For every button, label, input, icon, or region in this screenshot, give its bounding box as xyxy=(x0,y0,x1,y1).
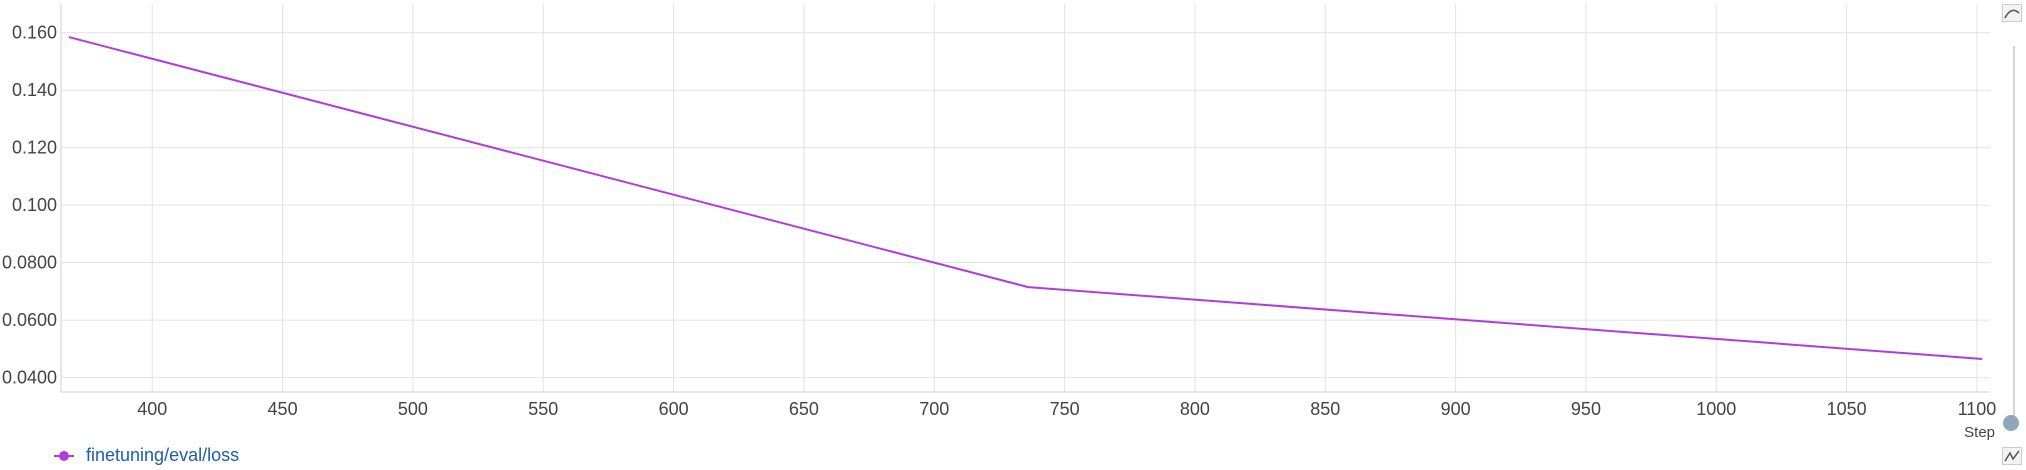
legend-series-marker xyxy=(54,446,74,466)
x-tick-label: 800 xyxy=(1180,399,1210,419)
y-tick-label: 0.160 xyxy=(12,23,57,43)
series-line-eval-loss[interactable] xyxy=(68,36,1983,360)
x-tick-label: 650 xyxy=(789,399,819,419)
sparkline-icon[interactable] xyxy=(2002,447,2022,465)
x-tick-label: 1050 xyxy=(1827,399,1867,419)
x-tick-label: 750 xyxy=(1050,399,1080,419)
axes xyxy=(60,4,1990,393)
grid-lines xyxy=(61,4,1990,392)
smooth-curve-icon[interactable] xyxy=(2002,4,2022,22)
y-tick-label: 0.0600 xyxy=(2,310,57,330)
x-tick-label: 900 xyxy=(1441,399,1471,419)
x-tick-label: 1000 xyxy=(1696,399,1736,419)
x-axis-label: Step xyxy=(1964,424,1995,441)
y-tick-label: 0.0800 xyxy=(2,253,57,273)
x-tick-label: 500 xyxy=(398,399,428,419)
x-tick-label: 700 xyxy=(919,399,949,419)
x-tick-label: 550 xyxy=(528,399,558,419)
x-tick-label: 600 xyxy=(659,399,689,419)
x-tick-label: 1100 xyxy=(1958,399,1997,419)
x-tick-label: 950 xyxy=(1571,399,1601,419)
series-lines xyxy=(68,36,1983,360)
legend-series-label[interactable]: finetuning/eval/loss xyxy=(86,445,240,465)
y-tick-label: 0.120 xyxy=(12,138,57,158)
range-slider-track[interactable] xyxy=(2013,46,2015,416)
tick-labels: 400 450 500 550 600 650 700 750 800 850 900 950 1000… xyxy=(2,23,1996,419)
range-slider-handle[interactable] xyxy=(2003,415,2019,431)
y-tick-label: 0.100 xyxy=(12,195,57,215)
y-tick-label: 0.140 xyxy=(12,80,57,100)
x-tick-label: 450 xyxy=(268,399,298,419)
x-tick-label: 850 xyxy=(1310,399,1340,419)
legend[interactable]: finetuning/eval/loss xyxy=(54,445,239,466)
x-tick-label: 400 xyxy=(137,399,167,419)
y-tick-label: 0.0400 xyxy=(2,368,57,388)
